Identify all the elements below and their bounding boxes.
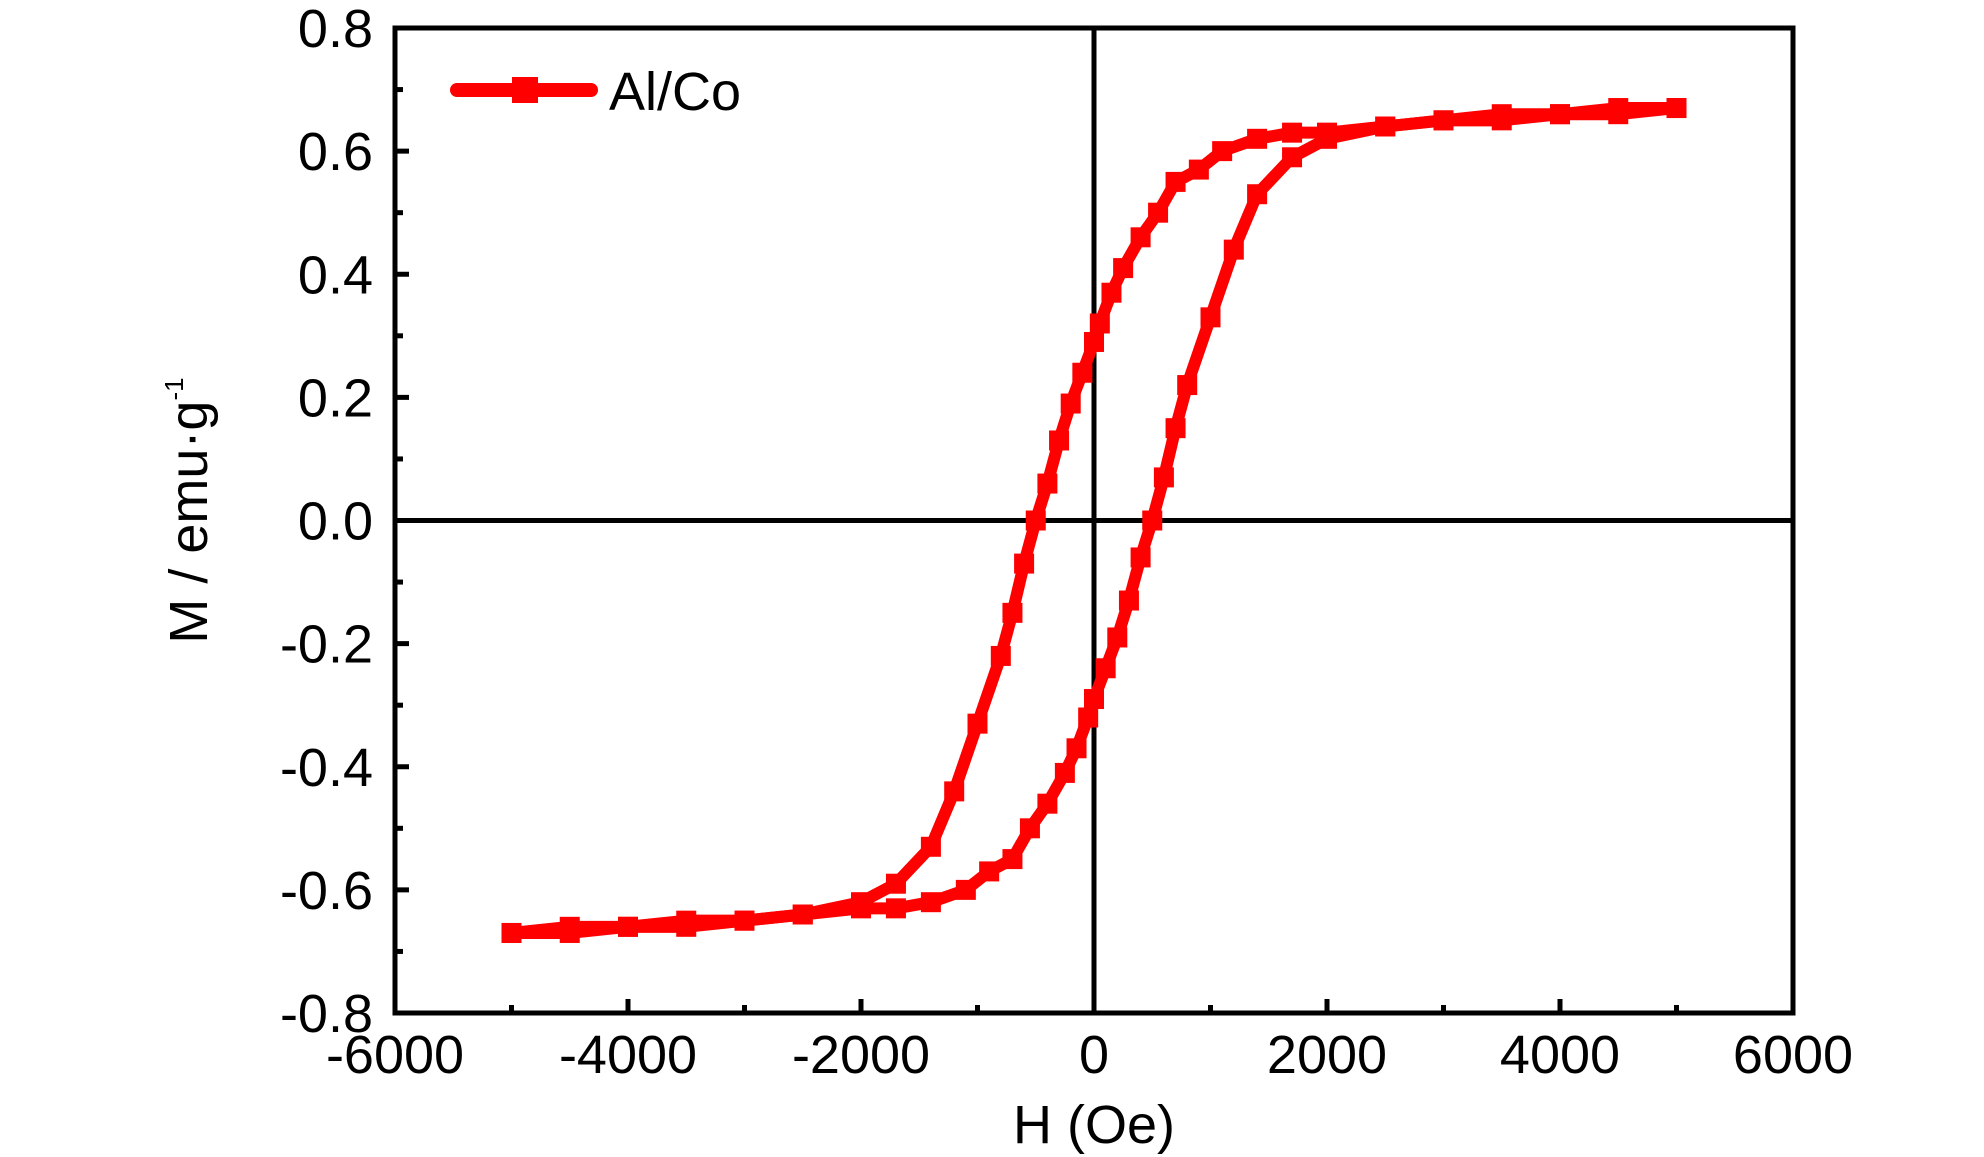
y-axis-title: M / emu·g-1 <box>159 377 219 643</box>
data-point <box>885 898 906 919</box>
data-point <box>1084 689 1104 710</box>
x-tick-label: 4000 <box>1500 1025 1620 1085</box>
y-axis-tick-labels: -0.8 -0.6 -0.4 -0.2 0.0 0.2 0.4 0.6 0.8 <box>280 0 373 1044</box>
data-point <box>979 861 1000 882</box>
data-point <box>1130 547 1151 568</box>
data-point <box>1282 122 1303 143</box>
x-tick-label: 0 <box>1079 1025 1109 1085</box>
data-point <box>559 916 580 937</box>
data-point <box>1165 418 1186 439</box>
data-point <box>1107 627 1128 648</box>
data-point <box>1130 227 1151 248</box>
data-point <box>1142 510 1163 531</box>
x-tick-label: 6000 <box>1733 1025 1853 1085</box>
data-point <box>1037 473 1058 494</box>
y-axis-ticks <box>395 25 409 1016</box>
data-point <box>792 904 813 925</box>
x-tick-label: -6000 <box>326 1025 464 1085</box>
data-point <box>1375 116 1396 137</box>
data-point <box>920 892 941 913</box>
data-point <box>618 916 638 937</box>
x-tick-label: -4000 <box>559 1025 697 1085</box>
data-point <box>1101 282 1122 303</box>
series-layer <box>501 98 1687 943</box>
data-point <box>1188 159 1209 180</box>
data-point <box>1054 762 1075 783</box>
data-point <box>734 910 755 931</box>
legend-marker <box>512 77 538 103</box>
data-point <box>885 873 906 894</box>
legend: Al/Co <box>450 62 741 122</box>
data-point <box>1025 510 1046 531</box>
y-tick-label: -0.8 <box>280 984 373 1044</box>
y-tick-label: 0.0 <box>298 492 373 552</box>
zero-lines <box>395 28 1793 1013</box>
x-axis-title: H (Oe) <box>1013 1095 1175 1155</box>
data-point <box>1002 849 1023 870</box>
data-point <box>1247 184 1268 205</box>
data-point <box>1095 658 1116 679</box>
data-point <box>1014 553 1035 574</box>
data-point <box>1084 331 1104 352</box>
data-point <box>1113 258 1134 279</box>
data-point <box>1153 467 1174 488</box>
data-point <box>967 713 988 734</box>
data-point <box>1072 362 1093 383</box>
data-point <box>1200 307 1221 328</box>
data-point <box>1019 818 1040 839</box>
data-point <box>1247 128 1268 149</box>
y-axis-title-main: M / emu·g <box>159 401 219 644</box>
data-point <box>1491 104 1512 125</box>
y-tick-label: -0.4 <box>280 738 373 798</box>
x-tick-label: 2000 <box>1267 1025 1387 1085</box>
data-point <box>1177 375 1198 396</box>
data-point <box>1066 738 1087 759</box>
data-point <box>1060 393 1081 414</box>
data-point <box>1317 128 1337 149</box>
data-point <box>1049 430 1070 451</box>
data-point <box>851 898 871 919</box>
data-point <box>1089 313 1110 334</box>
data-point <box>944 781 965 802</box>
y-tick-label: 0.4 <box>298 245 373 305</box>
data-point <box>1165 171 1186 192</box>
data-point <box>920 836 941 857</box>
y-axis-title-superscript: -1 <box>159 377 189 400</box>
data-point <box>1608 98 1629 119</box>
data-point <box>1212 141 1233 162</box>
x-tick-label: -2000 <box>792 1025 930 1085</box>
data-point <box>955 879 976 900</box>
data-point <box>676 910 697 931</box>
data-point <box>1282 147 1303 168</box>
y-tick-label: -0.6 <box>280 861 373 921</box>
data-point <box>1550 104 1570 125</box>
data-point <box>1666 98 1687 119</box>
data-point <box>990 645 1011 666</box>
y-tick-label: 0.2 <box>298 368 373 428</box>
data-point <box>1078 707 1099 728</box>
data-point <box>1118 590 1139 611</box>
data-point <box>1433 110 1454 131</box>
y-tick-label: 0.6 <box>298 122 373 182</box>
y-tick-label: 0.8 <box>298 0 373 59</box>
data-point <box>1223 239 1244 260</box>
data-point <box>1037 793 1058 814</box>
x-axis-ticks <box>392 999 1796 1013</box>
data-point <box>1002 602 1023 623</box>
data-point <box>501 922 522 943</box>
data-point <box>1148 202 1169 223</box>
legend-label: Al/Co <box>609 62 741 122</box>
y-tick-label: -0.2 <box>280 615 373 675</box>
x-axis-tick-labels: -6000 -4000 -2000 0 2000 4000 6000 <box>326 1025 1853 1085</box>
